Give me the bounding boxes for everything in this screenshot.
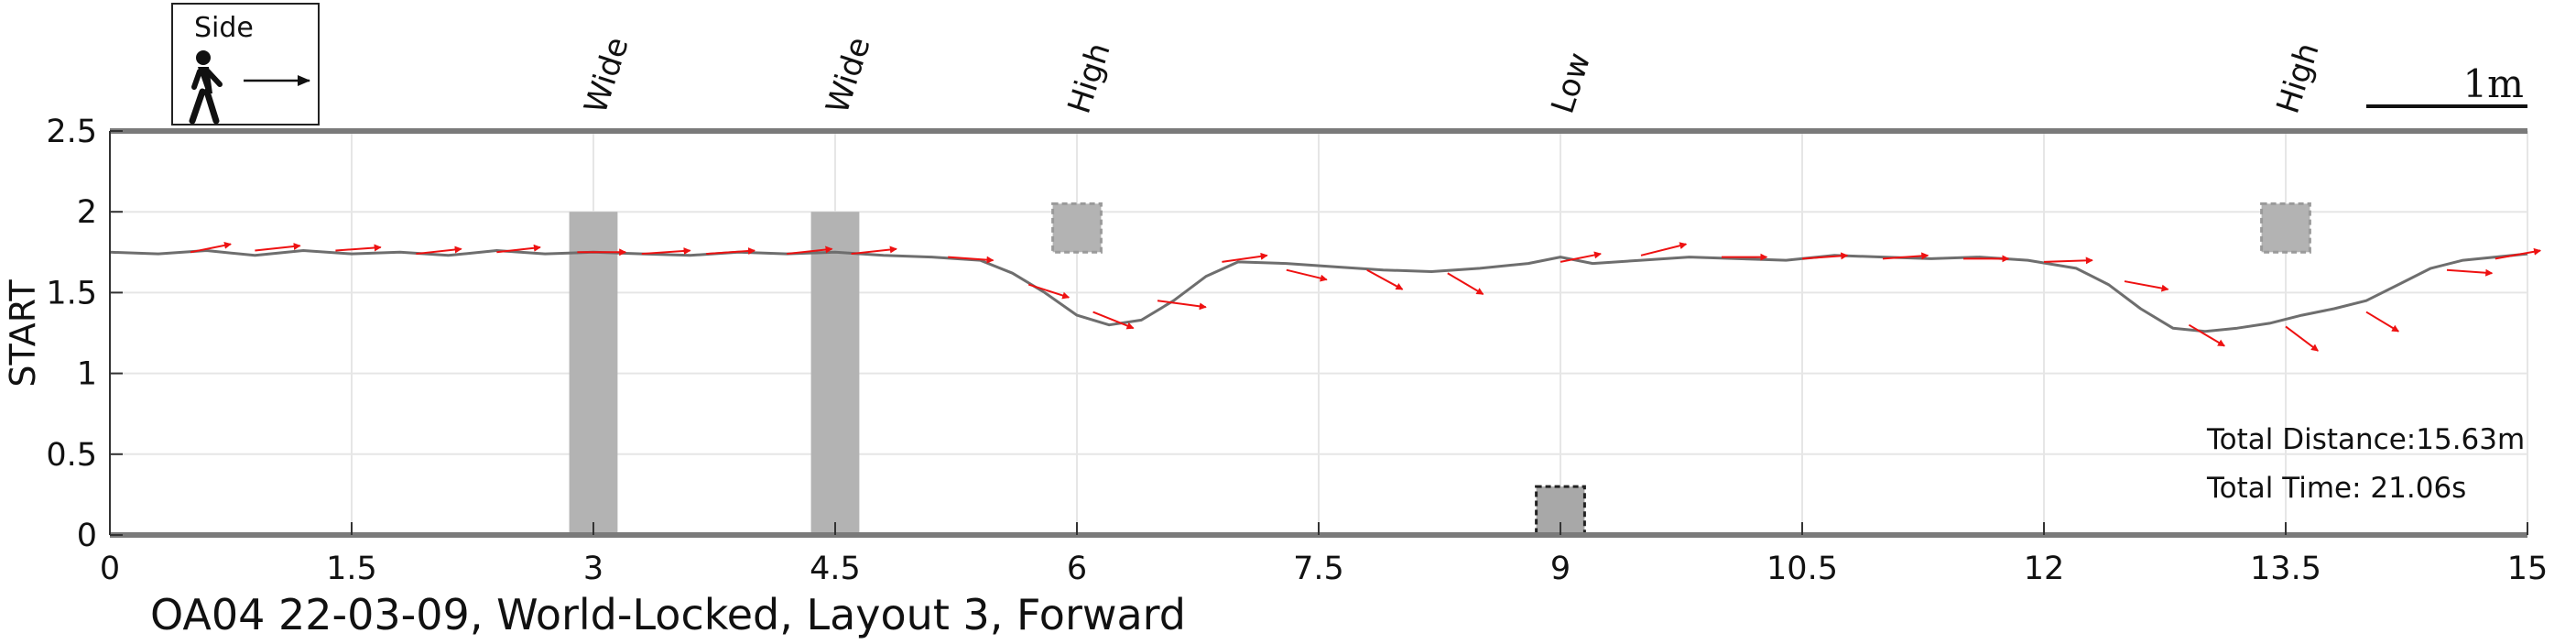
heading-arrow bbox=[2188, 323, 2225, 347]
heading-arrow bbox=[2365, 311, 2400, 333]
obstacle-labels: Wide Wide High Low High bbox=[578, 33, 2327, 118]
heading-arrow bbox=[1092, 311, 1135, 330]
obstacle-label: Wide bbox=[820, 33, 878, 118]
obstacle-label: High bbox=[1061, 38, 1118, 118]
x-tick-label: 12 bbox=[2024, 551, 2065, 587]
grid bbox=[110, 131, 2528, 535]
x-tick-label: 3 bbox=[583, 551, 603, 587]
heading-arrow bbox=[948, 256, 995, 264]
x-tick-label: 7.5 bbox=[1293, 551, 1344, 587]
total-distance-text: Total Distance:15.63m bbox=[2206, 423, 2525, 456]
legend-label: Side bbox=[194, 12, 254, 44]
scale-bar-label: 1m bbox=[2462, 61, 2524, 106]
obstacle-high bbox=[2260, 202, 2311, 254]
heading-arrow bbox=[2285, 325, 2319, 352]
obstacle-label: Low bbox=[1545, 49, 1599, 118]
heading-arrow bbox=[496, 244, 541, 254]
obstacles bbox=[569, 202, 2311, 537]
y-tick-label: 1.5 bbox=[46, 275, 97, 311]
heading-arrow bbox=[1027, 283, 1071, 300]
heading-arrow bbox=[787, 246, 833, 256]
obstacle-wide bbox=[569, 212, 618, 535]
heading-arrow bbox=[851, 246, 897, 256]
heading-arrow bbox=[1447, 272, 1484, 296]
heading-arrow bbox=[1882, 252, 1929, 260]
heading-arrow bbox=[641, 247, 691, 256]
heading-arrow bbox=[255, 243, 301, 252]
heading-arrow bbox=[1801, 252, 1849, 260]
x-tick-label: 15 bbox=[2507, 551, 2549, 587]
heading-arrow bbox=[2124, 280, 2169, 292]
scale-bar: 1m bbox=[2366, 61, 2527, 108]
x-tick-label: 0 bbox=[100, 551, 120, 587]
x-tick-label: 13.5 bbox=[2250, 551, 2321, 587]
obstacle-label: Wide bbox=[578, 33, 636, 118]
y-tick-label: 1 bbox=[77, 356, 97, 393]
walking-person-icon bbox=[189, 50, 223, 125]
y-tick-label: 2.5 bbox=[46, 114, 97, 150]
heading-arrow bbox=[2446, 268, 2494, 277]
x-tick-label: 1.5 bbox=[326, 551, 377, 587]
heading-arrow bbox=[416, 246, 462, 256]
y-tick-label: 0 bbox=[77, 518, 97, 554]
y-tick-label: 2 bbox=[77, 194, 97, 231]
direction-arrows bbox=[190, 241, 2542, 352]
x-tick-label: 9 bbox=[1550, 551, 1571, 587]
x-tick-label: 6 bbox=[1067, 551, 1087, 587]
obstacle-label: High bbox=[2270, 38, 2327, 118]
heading-arrow bbox=[2043, 257, 2093, 265]
heading-arrow bbox=[190, 241, 232, 254]
heading-arrow bbox=[335, 244, 382, 252]
y-axis-label: START bbox=[3, 279, 43, 387]
figure-caption: OA04 22-03-09, World-Locked, Layout 3, F… bbox=[150, 590, 1186, 639]
axis-ticks: 0 1.5 3 4.5 6 7.5 9 10.5 12 13.5 15 0 0.5 1 1.5 2 2.5 bbox=[46, 114, 2548, 587]
heading-arrow bbox=[706, 247, 755, 256]
heading-arrow bbox=[1157, 300, 1207, 311]
x-tick-label: 10.5 bbox=[1766, 551, 1838, 587]
heading-arrow bbox=[1560, 251, 1602, 263]
obstacle-wide bbox=[810, 212, 860, 535]
heading-arrow bbox=[2494, 247, 2542, 260]
total-time-text: Total Time: 21.06s bbox=[2206, 472, 2466, 505]
y-tick-label: 0.5 bbox=[46, 437, 97, 474]
heading-arrow bbox=[1366, 268, 1404, 290]
obstacle-high bbox=[1051, 202, 1103, 254]
direction-legend: Side bbox=[171, 3, 320, 126]
x-tick-label: 4.5 bbox=[810, 551, 861, 587]
heading-arrow bbox=[1286, 268, 1328, 282]
heading-arrow bbox=[1640, 242, 1688, 257]
heading-arrow bbox=[1222, 252, 1268, 263]
